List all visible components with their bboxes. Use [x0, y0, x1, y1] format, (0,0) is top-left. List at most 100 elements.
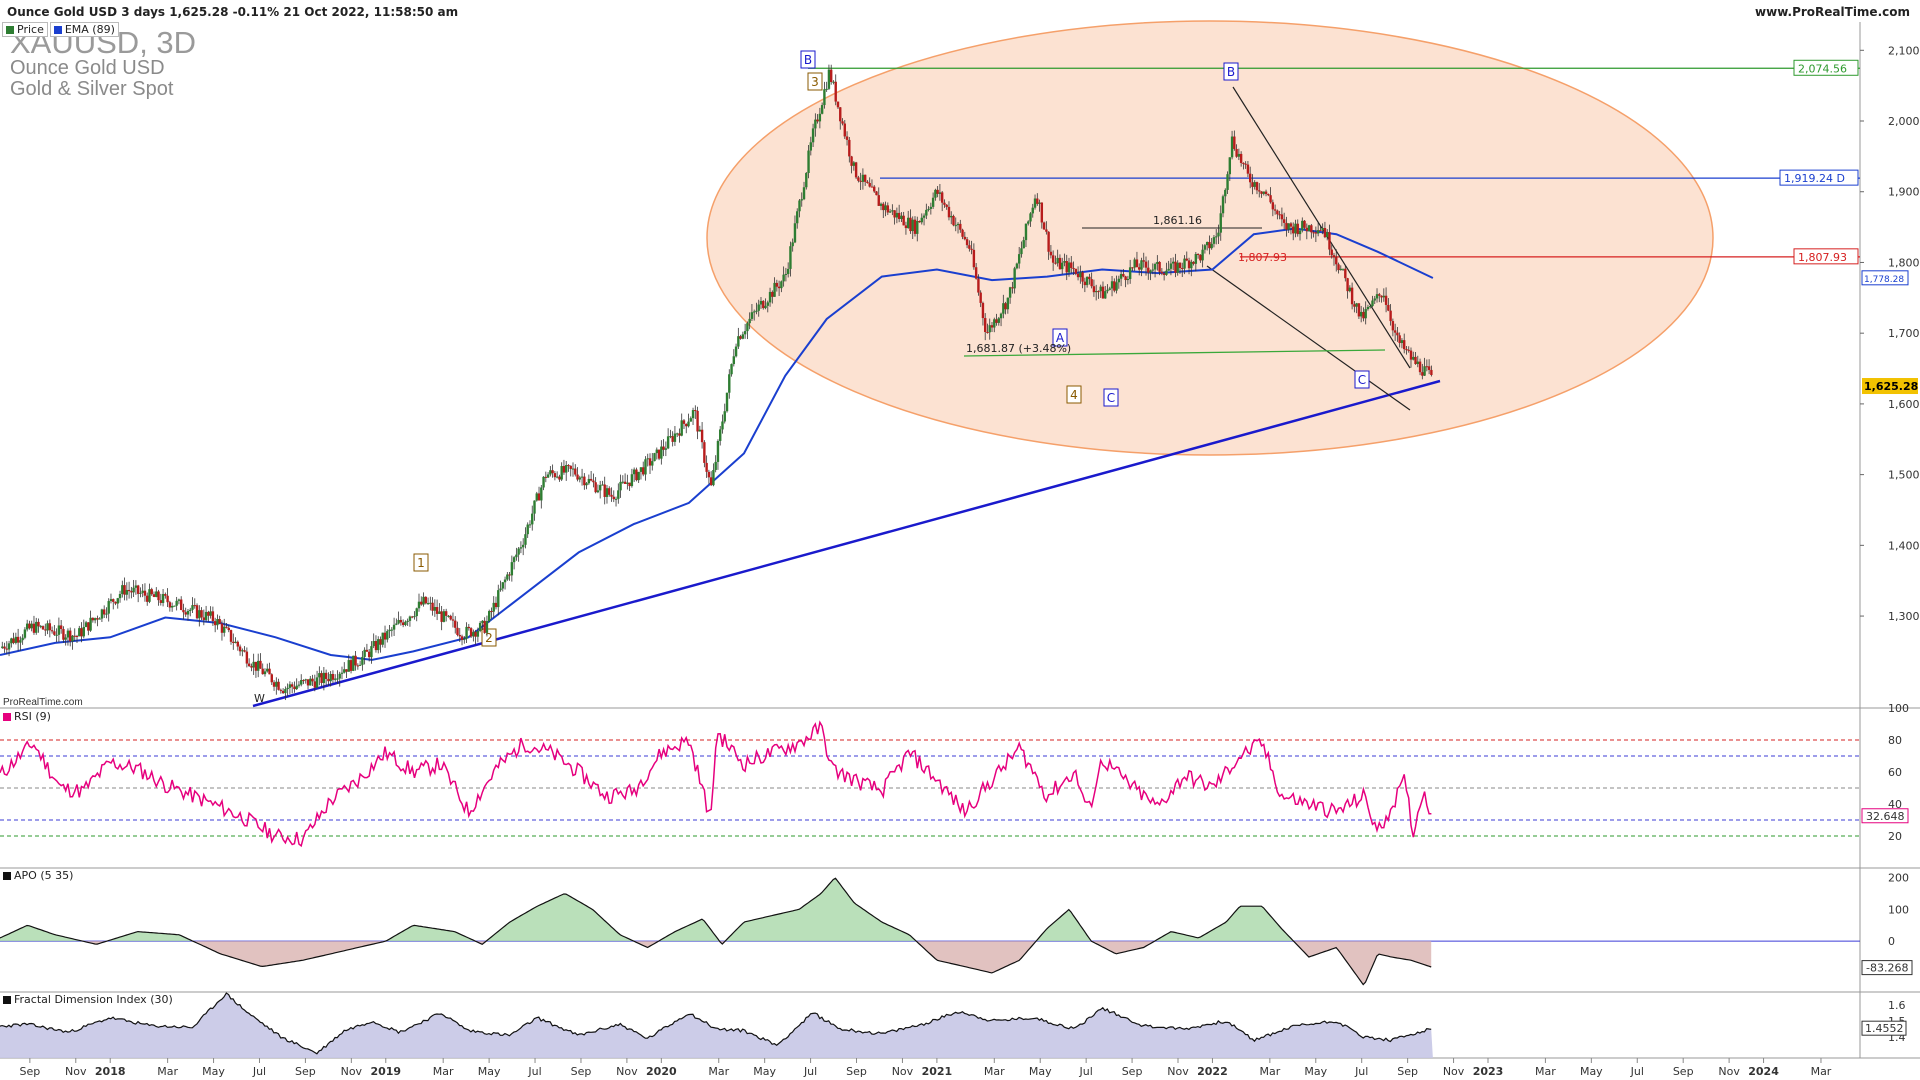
- candle-body: [707, 471, 711, 478]
- candle-body: [379, 639, 382, 645]
- candle-body: [1255, 182, 1259, 191]
- candle-body: [732, 356, 736, 365]
- candle-body: [583, 476, 586, 486]
- candle-body: [270, 674, 273, 683]
- candle-body: [646, 458, 649, 460]
- wave-label: B: [804, 53, 812, 67]
- candle-body: [1058, 257, 1062, 270]
- candle-body: [585, 483, 588, 486]
- candle-body: [28, 623, 31, 629]
- candle-body: [766, 302, 769, 306]
- candle-body: [157, 591, 160, 601]
- time-axis: Sep Nov 2018 Mar May Jul Sep Nov 2019 Mar May Jul Se…: [19, 1058, 1832, 1078]
- candle-body: [1235, 148, 1238, 157]
- candle-body: [327, 678, 330, 682]
- candle-body: [680, 420, 683, 436]
- candle-body: [279, 689, 283, 691]
- candle-body: [1174, 261, 1177, 273]
- candle-body: [25, 623, 29, 630]
- candle-body: [997, 318, 1000, 323]
- apo-negative-area: [0, 941, 1432, 985]
- candle-body: [404, 621, 407, 626]
- candle-body: [1373, 298, 1376, 301]
- candle-body: [1138, 267, 1141, 270]
- candle-body: [825, 88, 828, 90]
- candle-body: [293, 686, 296, 690]
- candle-body: [372, 641, 375, 647]
- price-tick-label: 2,100: [1888, 44, 1920, 57]
- candle-body: [904, 225, 908, 229]
- candle-body: [1251, 182, 1254, 187]
- candle-body: [977, 278, 980, 293]
- candle-body: [533, 500, 536, 514]
- candle-body: [963, 236, 967, 240]
- candle-body: [223, 626, 226, 633]
- candle-body: [900, 215, 903, 220]
- candle-body: [467, 626, 471, 629]
- candle-body: [832, 81, 835, 83]
- candle-body: [184, 612, 187, 615]
- candle-body: [1160, 271, 1164, 274]
- candle-body: [1328, 232, 1331, 250]
- candle-body: [940, 192, 944, 203]
- candle-body: [164, 594, 167, 596]
- candle-body: [1416, 361, 1419, 365]
- candle-body: [671, 436, 674, 442]
- candle-body: [272, 682, 276, 687]
- candle-body: [555, 476, 559, 478]
- candle-body: [266, 668, 269, 672]
- candle-body: [531, 513, 534, 525]
- candle-body: [1269, 195, 1272, 203]
- time-tick-label: Jul: [1630, 1065, 1644, 1078]
- candle-body: [1325, 232, 1329, 238]
- candle-body: [775, 282, 779, 287]
- candle-body: [739, 336, 742, 339]
- candle-body: [1065, 261, 1068, 273]
- candle-body: [675, 433, 679, 435]
- candle-body: [1430, 369, 1433, 375]
- legend-ema[interactable]: EMA (89): [49, 22, 119, 37]
- candle-body: [12, 638, 15, 643]
- candle-body: [503, 579, 507, 583]
- candle-body: [734, 346, 738, 357]
- candle-body: [118, 593, 122, 599]
- wave-label-box: [1052, 328, 1068, 347]
- candle-body: [1389, 310, 1392, 322]
- level-label: 1,807.93: [1798, 251, 1847, 264]
- legend-price[interactable]: Price: [2, 22, 48, 37]
- highlight-ellipse: [706, 20, 1714, 456]
- candle-body: [127, 589, 131, 592]
- candle-body: [204, 611, 208, 620]
- candle-body: [608, 488, 611, 495]
- candle-body: [1312, 232, 1315, 234]
- candle-body: [623, 481, 627, 484]
- candle-body: [916, 221, 919, 234]
- candle-body: [952, 215, 955, 226]
- candle-body: [786, 268, 790, 274]
- price-legend: Price EMA (89): [2, 22, 121, 37]
- candle-body: [1355, 303, 1358, 307]
- candle-body: [1020, 248, 1023, 255]
- wave-label: 2: [485, 631, 493, 645]
- candle-body: [934, 189, 937, 198]
- candle-body: [1192, 261, 1195, 264]
- candle-body: [1262, 191, 1265, 194]
- candle-body: [1353, 304, 1356, 307]
- candle-body: [1348, 287, 1352, 292]
- candle-body: [848, 139, 851, 157]
- candle-body: [444, 611, 448, 616]
- candle-body: [816, 119, 819, 122]
- wave-label-box: [413, 553, 429, 572]
- time-tick-label: 2021: [922, 1065, 953, 1078]
- candle-body: [524, 534, 527, 545]
- candle-body: [442, 611, 446, 622]
- candle-body: [69, 630, 72, 642]
- time-tick-label: Jul: [252, 1065, 266, 1078]
- time-tick-label: Nov: [1167, 1065, 1189, 1078]
- ema-line: [0, 227, 1434, 661]
- candle-body: [1369, 306, 1372, 308]
- candle-body: [1387, 304, 1390, 311]
- candle-body: [1029, 213, 1032, 222]
- site-link[interactable]: www.ProRealTime.com: [1755, 5, 1910, 19]
